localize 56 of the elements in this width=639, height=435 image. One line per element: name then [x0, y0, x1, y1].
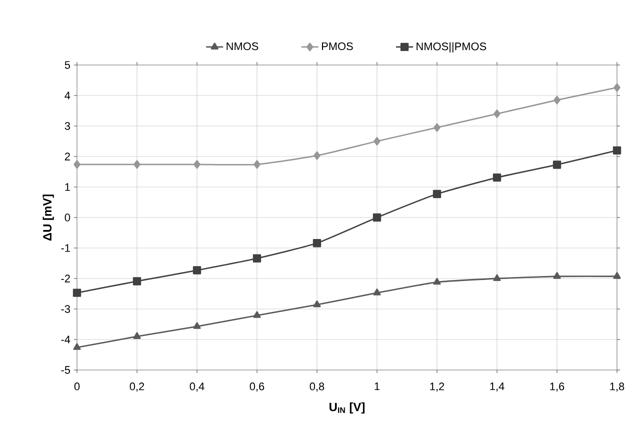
point	[553, 272, 561, 279]
legend-label: PMOS	[322, 42, 353, 50]
point	[252, 254, 262, 262]
point	[614, 83, 620, 92]
point	[134, 160, 140, 169]
point	[312, 239, 322, 248]
x-tick-label: 1	[374, 382, 380, 390]
point	[494, 110, 500, 118]
y-tick-label: 5	[64, 61, 70, 69]
point	[132, 277, 142, 286]
point	[193, 322, 201, 329]
point	[554, 96, 560, 104]
point	[492, 173, 502, 182]
x-tick-label: 0,4	[190, 382, 204, 392]
point	[74, 160, 80, 169]
point	[254, 160, 260, 169]
point	[194, 160, 200, 169]
point	[372, 213, 382, 222]
point	[374, 136, 380, 146]
x-tick-label: 0	[74, 382, 80, 390]
x-tick-label: 1,4	[490, 382, 504, 392]
point	[493, 274, 501, 281]
point	[432, 190, 442, 198]
point	[433, 278, 441, 285]
x-tick-label: 1,8	[610, 382, 624, 392]
x-axis-title: U$_{IN}$ [V]	[330, 402, 365, 414]
point	[612, 146, 622, 154]
x-tick-label: 1,2	[430, 382, 444, 392]
y-tick-label: 2	[64, 152, 70, 160]
legend-label: NMOS||PMOS	[416, 42, 486, 52]
point	[552, 160, 562, 169]
y-tick-label: -3	[61, 305, 70, 313]
y-tick-label: -1	[61, 244, 70, 252]
x-tick-label: 1,6	[550, 382, 564, 392]
y-tick-label: 1	[65, 183, 70, 191]
y-tick-label: 3	[64, 122, 70, 130]
x-tick-label: 0,2	[130, 382, 144, 392]
x-tick-label: 0,6	[250, 382, 264, 392]
point	[373, 288, 381, 296]
point	[192, 266, 202, 274]
y-axis-title: ΔU [mV]	[42, 194, 54, 241]
legend-label: NMOS	[226, 42, 258, 50]
point	[613, 272, 621, 279]
point	[73, 343, 81, 350]
point	[72, 288, 82, 297]
y-tick-label: -5	[61, 366, 70, 374]
point	[133, 332, 141, 339]
point	[314, 151, 320, 160]
y-tick-label: 0	[64, 214, 70, 222]
point	[313, 300, 321, 308]
point	[253, 311, 261, 318]
y-tick-label: -2	[61, 274, 70, 282]
x-tick-label: 0,8	[310, 382, 324, 392]
y-tick-label: 4	[64, 92, 70, 100]
y-tick-label: -4	[61, 336, 70, 344]
point	[434, 123, 440, 132]
